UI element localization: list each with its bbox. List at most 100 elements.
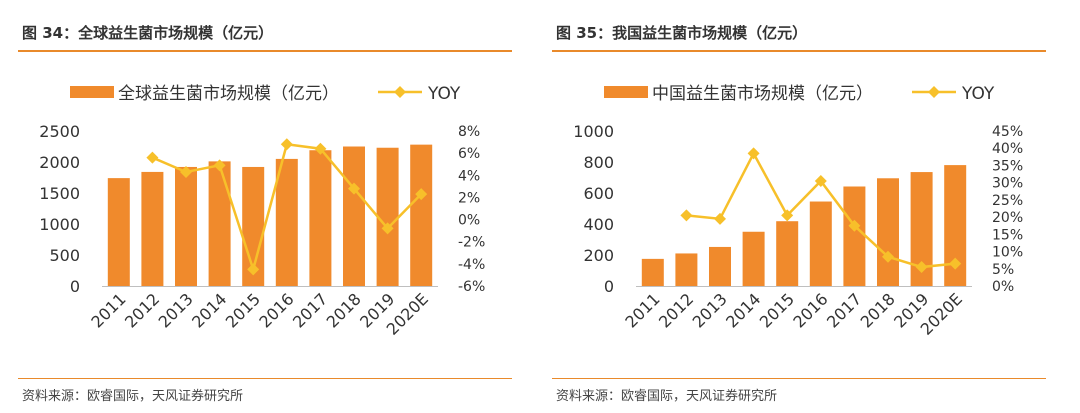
- bar: [641, 258, 664, 286]
- y-left-tick-label: 0: [604, 277, 614, 296]
- y-right-tick-label: 20%: [992, 210, 1023, 226]
- yoy-point: [348, 182, 360, 195]
- x-tick-label: 2016: [255, 289, 297, 331]
- source-note: 资料来源：欧睿国际，天风证券研究所: [22, 389, 244, 404]
- y-right-tick-label: 15%: [992, 227, 1023, 243]
- bar: [776, 221, 799, 286]
- y-right-tick-label: -6%: [458, 279, 485, 295]
- bar: [141, 171, 164, 286]
- bar: [208, 161, 231, 286]
- yoy-point: [680, 209, 693, 222]
- chart-panel-global: 图 34：全球益生菌市场规模（亿元） 全球益生菌市场规模（亿元） YOY 0 500 1…: [18, 0, 528, 413]
- bar: [709, 246, 731, 286]
- global-market-chart: 全球益生菌市场规模（亿元） YOY 0 500 1000 1500 2000 2500 -6% -…: [39, 84, 485, 339]
- y-left-tick-label: 2000: [39, 153, 80, 172]
- y-left-tick-label: 1000: [39, 215, 80, 234]
- x-tick-label: 2016: [789, 289, 831, 331]
- y-left-tick-label: 2500: [39, 122, 80, 141]
- x-tick-label: 2011: [87, 289, 129, 331]
- y-right-tick-label: 6%: [458, 146, 480, 162]
- bar: [410, 144, 433, 286]
- y-right-tick-label: -2%: [458, 235, 485, 251]
- yoy-point: [814, 174, 827, 187]
- china-market-chart: 中国益生菌市场规模（亿元） YOY 0 200 400 600 800 1000 0%5%10%…: [573, 84, 1023, 339]
- bar: [343, 146, 365, 286]
- figure-title: 图 34：全球益生菌市场规模（亿元）: [22, 24, 274, 42]
- x-tick-label: 2014: [722, 289, 764, 331]
- yoy-point: [213, 159, 226, 172]
- x-tick-label: 2012: [655, 289, 697, 331]
- x-tick-label: 2017: [823, 289, 865, 331]
- x-tick-label: 2014: [188, 289, 230, 331]
- yoy-point: [180, 165, 192, 178]
- y-left-tick-label: 600: [583, 184, 614, 203]
- bar: [175, 166, 197, 286]
- yoy-point: [882, 250, 894, 263]
- yoy-point: [714, 212, 726, 225]
- y-right-tick-label: 0%: [992, 279, 1014, 295]
- x-tick-label: 2017: [289, 289, 331, 331]
- y-right-tick-label: -4%: [458, 257, 485, 273]
- yoy-point: [747, 147, 760, 160]
- x-tick-label: 2012: [121, 289, 163, 331]
- x-tick-label: 2018: [323, 289, 365, 331]
- y-left-tick-label: 1000: [573, 122, 614, 141]
- legend-bar-label: 中国益生菌市场规模（亿元）: [652, 84, 873, 104]
- bar: [809, 201, 832, 286]
- figure-title: 图 35：我国益生菌市场规模（亿元）: [556, 24, 808, 42]
- yoy-point: [415, 188, 428, 201]
- y-left-tick-label: 0: [70, 277, 80, 296]
- yoy-point: [314, 142, 327, 155]
- yoy-point: [381, 222, 394, 235]
- bar: [944, 165, 967, 286]
- legend-bar-swatch: [70, 86, 114, 98]
- y-left-tick-label: 500: [49, 246, 80, 265]
- bar: [107, 178, 130, 286]
- y-right-tick-label: 40%: [992, 141, 1023, 157]
- x-tick-label: 2018: [857, 289, 899, 331]
- source-divider: [552, 378, 1046, 379]
- y-right-tick-label: 5%: [992, 262, 1014, 278]
- bar: [376, 147, 399, 286]
- y-right-tick-label: 45%: [992, 124, 1023, 140]
- y-right-tick-label: 30%: [992, 176, 1023, 192]
- x-tick-label: 2015: [222, 289, 264, 331]
- x-tick-label: 2013: [689, 289, 731, 331]
- x-tick-label: 2015: [756, 289, 798, 331]
- yoy-point: [949, 257, 962, 270]
- bar: [843, 186, 866, 286]
- x-tick-label: 2011: [621, 289, 663, 331]
- legend-line-label: YOY: [961, 84, 995, 104]
- y-right-tick-label: 25%: [992, 193, 1023, 209]
- chart-panel-china: 图 35：我国益生菌市场规模（亿元） 中国益生菌市场规模（亿元） YOY 0 200 4…: [552, 0, 1062, 413]
- bar: [309, 150, 332, 286]
- y-left-tick-label: 800: [583, 153, 614, 172]
- x-tick-label: 2013: [155, 289, 197, 331]
- yoy-point: [848, 219, 861, 232]
- legend-bar-swatch: [604, 86, 648, 98]
- legend-bar-label: 全球益生菌市场规模（亿元）: [118, 84, 339, 104]
- yoy-point: [280, 138, 293, 151]
- source-divider: [18, 378, 512, 379]
- yoy-point: [915, 261, 928, 274]
- yoy-point: [146, 151, 159, 164]
- source-note: 资料来源：欧睿国际，天风证券研究所: [556, 389, 778, 404]
- bar: [275, 158, 298, 286]
- yoy-point: [781, 209, 794, 222]
- yoy-point: [247, 263, 260, 276]
- y-right-tick-label: 0%: [458, 213, 480, 229]
- legend-line-marker: [928, 86, 940, 98]
- bar: [742, 231, 765, 286]
- y-left-tick-label: 200: [583, 246, 614, 265]
- legend-line-label: YOY: [427, 84, 461, 104]
- bar: [675, 253, 698, 286]
- bar: [877, 178, 899, 286]
- title-divider: [18, 50, 512, 52]
- y-right-tick-label: 10%: [992, 245, 1023, 261]
- y-right-tick-label: 2%: [458, 190, 480, 206]
- bar: [910, 172, 933, 286]
- legend-line-marker: [394, 86, 406, 98]
- y-left-tick-label: 1500: [39, 184, 80, 203]
- y-right-tick-label: 8%: [458, 124, 480, 140]
- y-right-tick-label: 35%: [992, 158, 1023, 174]
